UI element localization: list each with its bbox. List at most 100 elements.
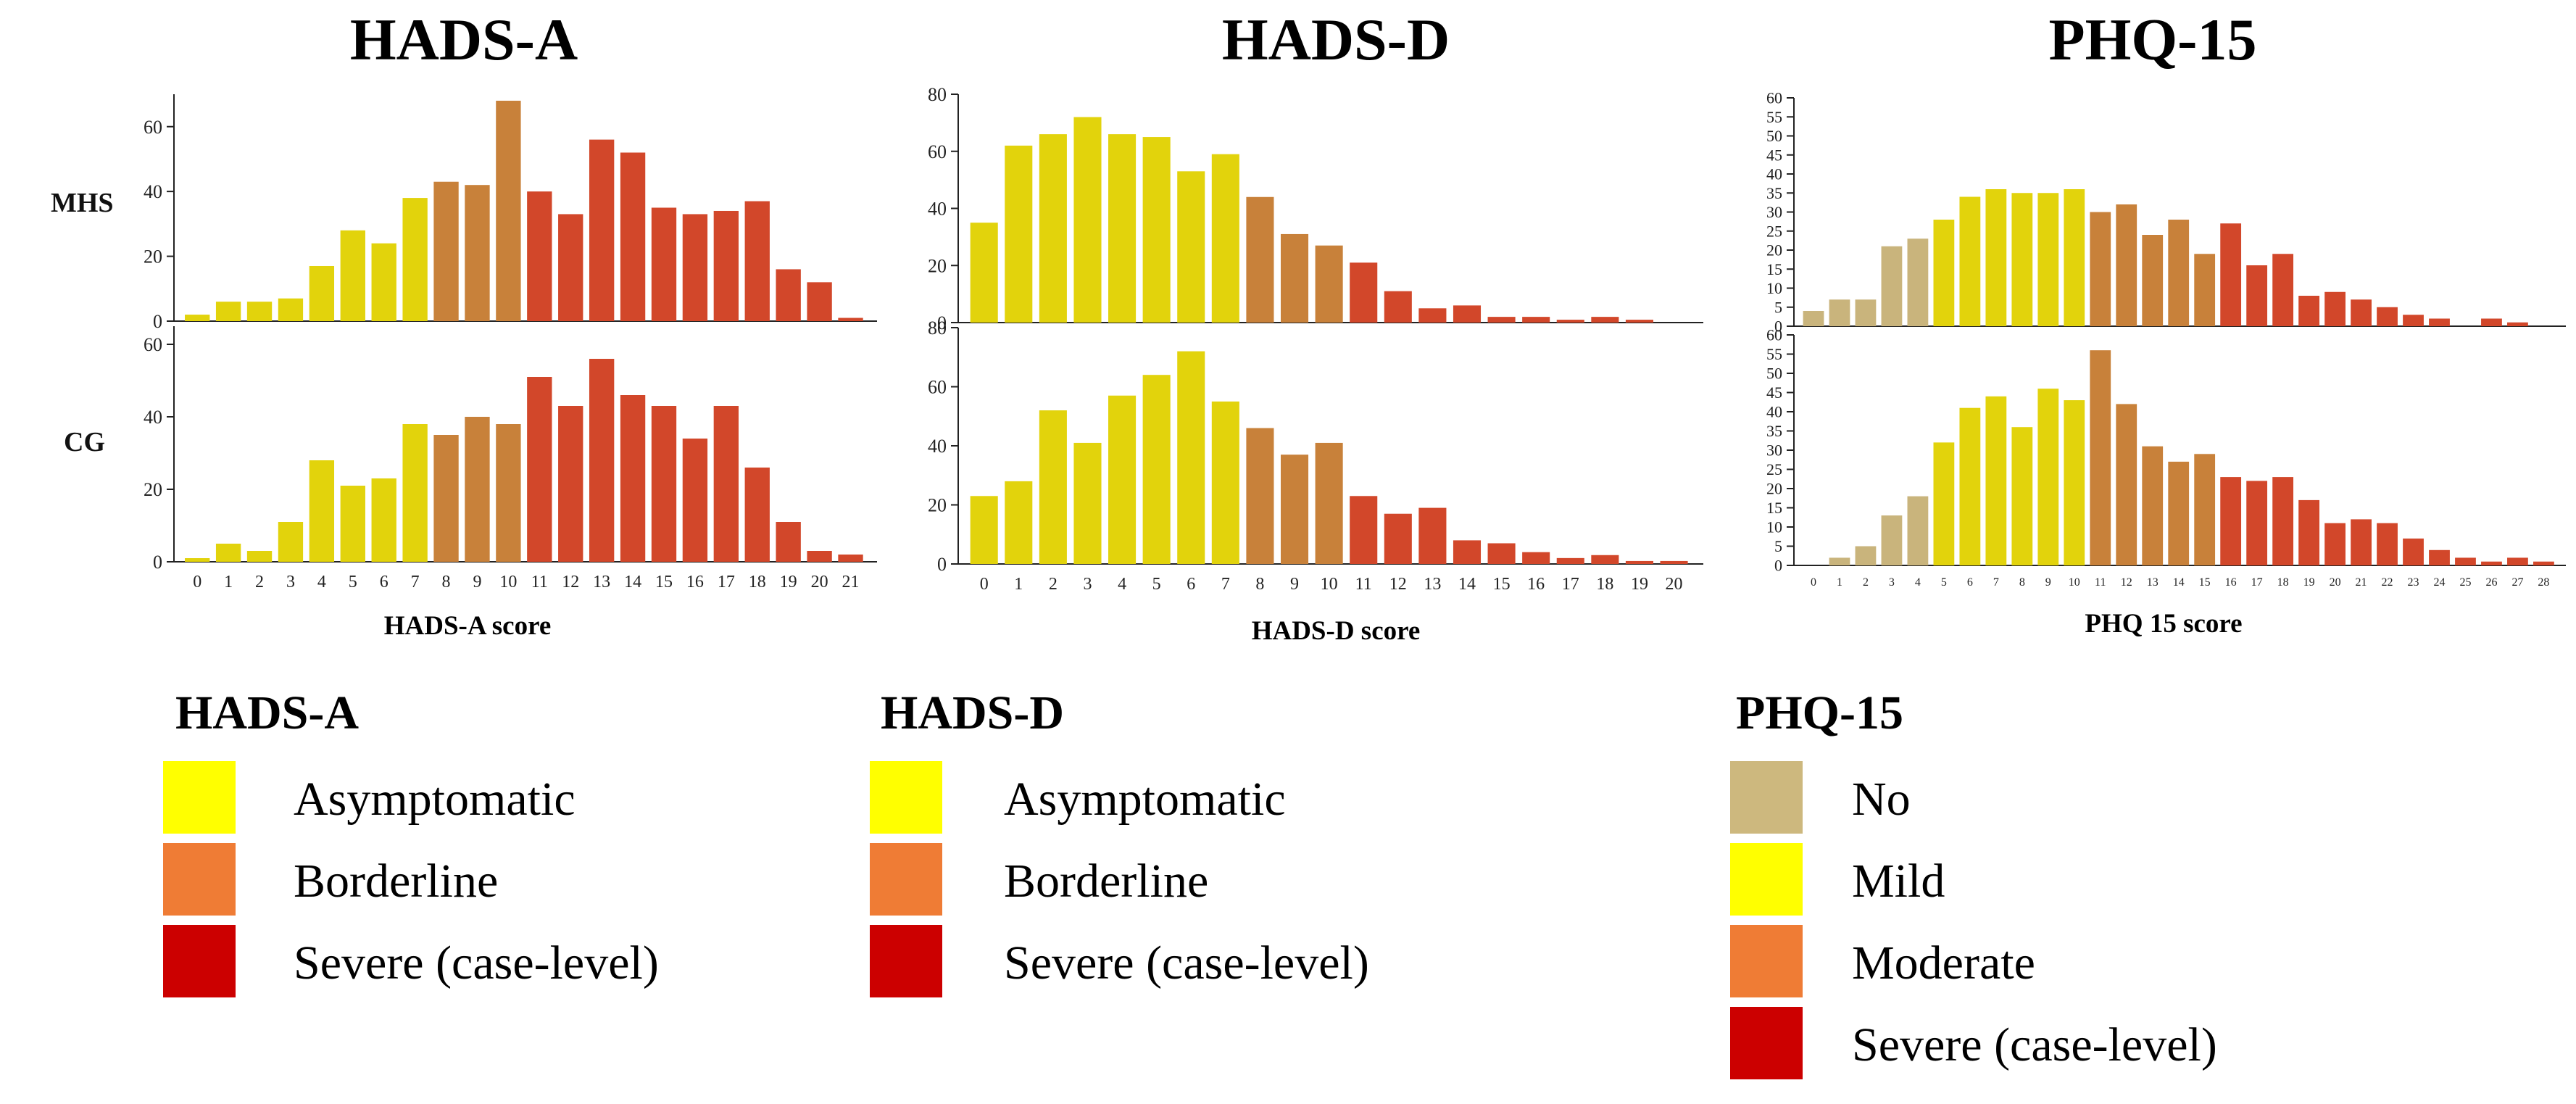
phq_15-mhs-bar-0 [1803,311,1824,326]
phq_15-xtick-label-2: 2 [1863,576,1869,589]
hads_d-mhs-bar-11 [1350,262,1378,323]
phq_15-cg-ytick-label-60: 60 [1766,326,1782,344]
hads_a-xtick-label-14: 14 [624,573,641,592]
hads_a-mhs-bar-14 [620,152,646,321]
phq_15-mhs-bar-11 [2090,212,2111,326]
hads_a-cg-bar-20 [807,551,832,562]
hads_a-xtick-label-4: 4 [317,573,326,592]
hads_d-xtick-label-11: 11 [1355,575,1372,594]
hads_d-cg-bar-4 [1108,395,1137,564]
hads_a-xtick-label-1: 1 [224,573,233,592]
phq_15-cg-bar-11 [2090,350,2111,565]
phq_15-cg-bar-25 [2455,557,2476,565]
legend-label-hads-a-borderline: Borderline [294,855,498,908]
phq_15-xtick-label-12: 12 [2121,576,2132,589]
legend-swatch-phq-15-moderate [1730,925,1803,997]
phq_15-cg-bar-20 [2324,523,2346,565]
hads_a-mhs-bar-7 [402,198,428,321]
phq_15-xtick-label-13: 13 [2147,576,2159,589]
hads_a-xtick-label-19: 19 [780,573,797,592]
legend-title-hads-a: HADS-A [175,686,359,739]
phq_15-mhs-ytick-label-30: 30 [1766,203,1782,221]
hads_d-cg-bar-16 [1522,552,1550,564]
phq_15-cg-ytick-label-25: 25 [1766,460,1782,478]
hads_d-cg-bar-11 [1350,496,1378,564]
hads_a-xtick-label-10: 10 [499,573,517,592]
hads_d-mhs-bar-4 [1108,134,1137,323]
phq_15-cg-bar-26 [2481,561,2502,565]
phq_15-cg-bar-21 [2351,519,2372,565]
legend-label-hads-a-severe: Severe (case-level) [294,937,659,989]
title-phq-15: PHQ-15 [2049,7,2257,72]
hads_d-cg-bar-9 [1280,455,1309,564]
phq_15-cg-bar-13 [2142,446,2164,565]
hads_a-cg-bar-10 [496,424,521,562]
hads_a-cg-bar-18 [744,468,770,562]
phq_15-xtick-label-9: 9 [2045,576,2051,589]
phq_15-mhs-bar-24 [2429,318,2450,326]
phq_15-cg-ytick-label-5: 5 [1774,537,1782,555]
hads_d-xtick-label-14: 14 [1458,575,1476,594]
phq_15-cg-bar-27 [2507,557,2528,565]
hads_a-mhs-bar-20 [807,282,832,321]
hads_d-mhs-bar-7 [1211,154,1239,323]
hads_a-xtick-label-12: 12 [562,573,579,592]
hads_a-xtick-label-9: 9 [473,573,481,592]
hads_a-mhs-bar-6 [371,243,396,321]
hads_d-xtick-label-8: 8 [1255,575,1264,594]
hads_a-xtick-label-20: 20 [811,573,828,592]
phq_15-mhs-bar-10 [2064,189,2085,326]
legend-swatch-phq-15-mild [1730,843,1803,916]
hads_a-xtick-label-15: 15 [655,573,673,592]
phq_15-mhs-bar-16 [2220,223,2242,326]
hads_a-mhs-ytick-label-20: 20 [144,246,162,267]
hads_a-mhs-bar-19 [776,269,801,321]
phq_15-mhs-ytick-label-60: 60 [1766,89,1782,107]
legend-label-phq-15-severe: Severe (case-level) [1852,1018,2217,1071]
hads_d-cg-bar-1 [1005,481,1033,564]
hads_a-mhs-bar-11 [527,191,552,321]
phq_15-mhs-bar-18 [2272,254,2294,326]
phq_15-cg-bar-17 [2246,481,2268,565]
hads_d-xtick-label-16: 16 [1527,575,1545,594]
phq_15-cg-bar-16 [2220,477,2242,565]
hads_a-mhs-bar-4 [309,265,335,321]
hads_a-mhs-bar-15 [651,207,677,321]
phq_15-cg-bar-15 [2194,454,2216,565]
hads_d-mhs-ytick-label-60: 60 [928,141,947,162]
hads_a-xtick-label-7: 7 [411,573,420,592]
phq_15-cg-bar-9 [2037,389,2059,565]
legend-swatch-hads-d-asymptomatic [870,761,942,834]
hads_d-cg-bar-3 [1073,442,1102,564]
phq_15-xtick-label-3: 3 [1889,576,1895,589]
hads_d-mhs-bar-2 [1039,134,1067,323]
phq_15-cg-bar-28 [2533,561,2554,565]
legend-swatch-hads-a-severe [163,925,236,997]
hads_a-mhs-bar-18 [744,201,770,321]
phq_15-cg-bar-22 [2377,523,2398,565]
xlabel-phq-15: PHQ 15 score [2085,609,2242,639]
hads_a-xtick-label-5: 5 [349,573,357,592]
hads_a-cg-bar-15 [651,406,677,562]
hads_a-xtick-label-0: 0 [193,573,201,592]
phq_15-cg-ytick-label-55: 55 [1766,345,1782,363]
phq_15-mhs-ytick-label-5: 5 [1774,298,1782,316]
phq_15-xtick-label-11: 11 [2095,576,2106,589]
phq_15-mhs-bar-5 [1933,220,1955,326]
hads_d-mhs-bar-10 [1315,245,1343,323]
phq_15-xtick-label-4: 4 [1915,576,1921,589]
phq_15-mhs-ytick-label-35: 35 [1766,184,1782,202]
phq_15-cg-bar-3 [1881,515,1903,565]
hads_d-mhs-bar-15 [1487,317,1516,323]
phq_15-cg-bar-5 [1933,442,1955,565]
hads_d-mhs-bar-18 [1591,317,1619,323]
phq_15-xtick-label-28: 28 [2538,576,2549,589]
hads_a-xtick-label-3: 3 [286,573,295,592]
legend-label-hads-a-asymptomatic: Asymptomatic [294,773,576,826]
phq_15-cg-bar-7 [1985,396,2007,565]
phq_15-mhs-bar-23 [2403,315,2424,326]
hads_a-mhs-ytick-label-0: 0 [153,311,162,332]
